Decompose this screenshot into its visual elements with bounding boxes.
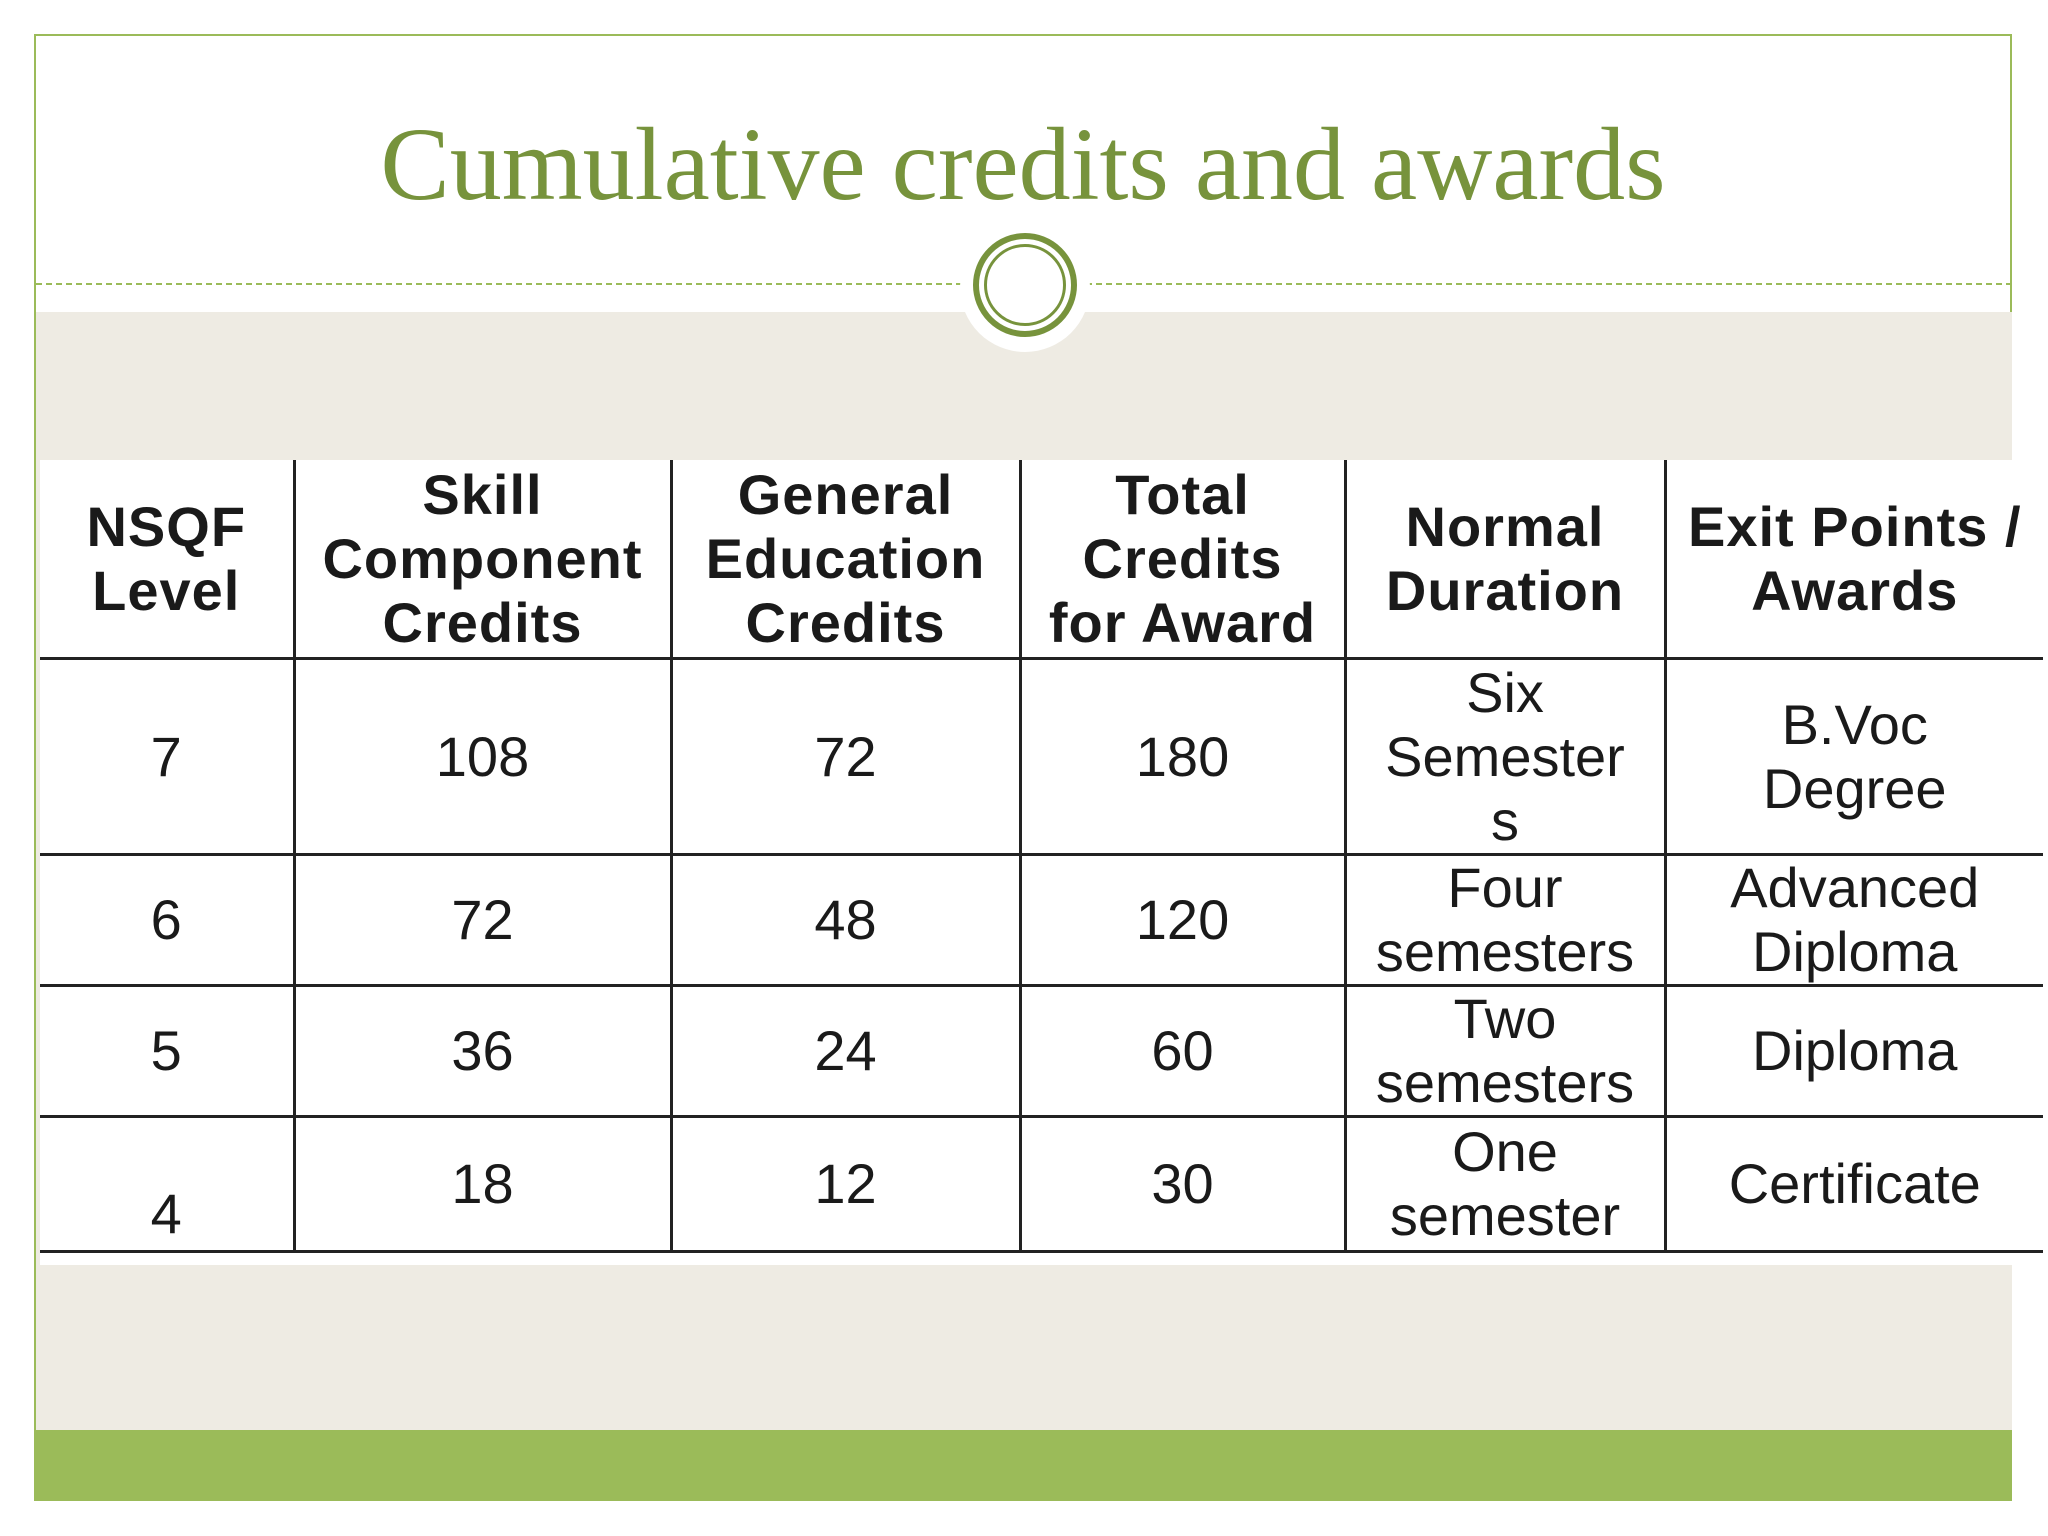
cell-general-credits: 72 — [669, 658, 1020, 856]
cell-duration: Two semesters — [1343, 985, 1665, 1118]
cell-level: 7 — [40, 658, 294, 856]
cell-total-credits: 60 — [1018, 985, 1345, 1118]
table-row: 7 108 72 180 Six Semester s B.Voc Degree — [40, 658, 2043, 856]
header-general-credits: General Education Credits — [669, 460, 1020, 660]
cell-level: 5 — [40, 985, 294, 1118]
cell-duration: One semester — [1343, 1116, 1665, 1253]
table-row: 6 72 48 120 Four semesters Advanced Dipl… — [40, 854, 2043, 987]
header-nsqf-level: NSQF Level — [40, 460, 294, 660]
header-total-credits: Total Credits for Award — [1018, 460, 1345, 660]
slide-title: Cumulative credits and awards — [380, 107, 1666, 222]
cell-level: 4 — [40, 1116, 294, 1253]
table-row: 5 36 24 60 Two semesters Diploma — [40, 985, 2043, 1118]
cell-award: Advanced Diploma — [1663, 854, 2043, 987]
cell-skill-credits: 18 — [292, 1116, 671, 1253]
cell-skill-credits: 108 — [292, 658, 671, 856]
table-row: 4 18 12 30 One semester Certificate — [40, 1116, 2043, 1253]
cell-general-credits: 24 — [669, 985, 1020, 1118]
cell-total-credits: 120 — [1018, 854, 1345, 987]
cell-duration: Four semesters — [1343, 854, 1665, 987]
cell-skill-credits: 72 — [292, 854, 671, 987]
cell-level: 6 — [40, 854, 294, 987]
footer-bar — [34, 1430, 2012, 1501]
cell-award: B.Voc Degree — [1663, 658, 2043, 856]
header-exit-awards: Exit Points / Awards — [1663, 460, 2043, 660]
cell-total-credits: 180 — [1018, 658, 1345, 856]
circle-ornament-icon — [973, 233, 1077, 337]
table-header-row: NSQF Level Skill Component Credits Gener… — [40, 460, 2043, 660]
cell-award: Certificate — [1663, 1116, 2043, 1253]
cell-general-credits: 48 — [669, 854, 1020, 987]
cell-total-credits: 30 — [1018, 1116, 1345, 1253]
header-skill-credits: Skill Component Credits — [292, 460, 671, 660]
credits-table: NSQF Level Skill Component Credits Gener… — [40, 460, 2043, 1253]
credits-table-container: NSQF Level Skill Component Credits Gener… — [40, 460, 2048, 1265]
cell-skill-credits: 36 — [292, 985, 671, 1118]
header-normal-duration: Normal Duration — [1343, 460, 1665, 660]
cell-duration: Six Semester s — [1343, 658, 1665, 856]
cell-award: Diploma — [1663, 985, 2043, 1118]
cell-general-credits: 12 — [669, 1116, 1020, 1253]
